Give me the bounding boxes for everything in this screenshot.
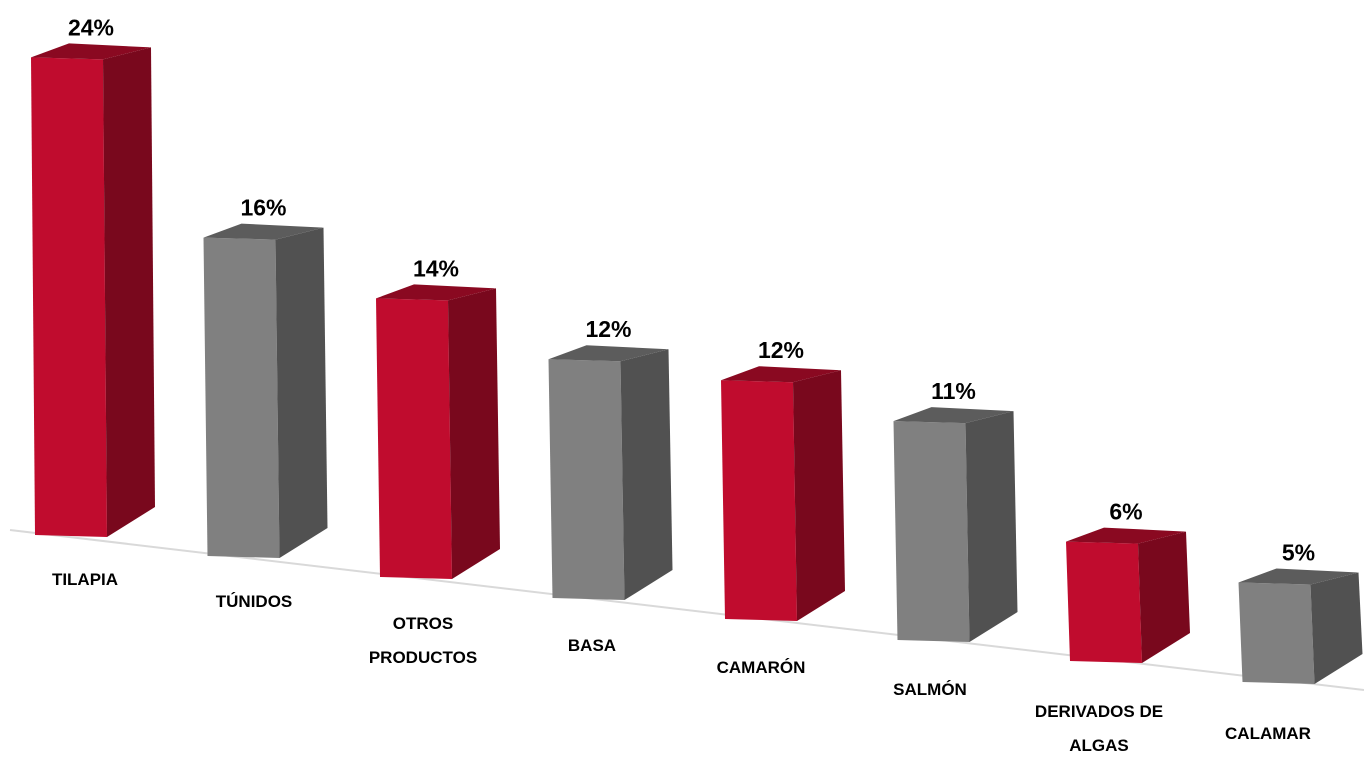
value-label: 24% bbox=[68, 14, 114, 40]
bar-side bbox=[103, 47, 155, 538]
category-label: OTROS PRODUCTOS bbox=[368, 614, 478, 667]
category-label: CAMARÓN bbox=[716, 658, 806, 677]
category-label: DERIVADOS DE ALGAS bbox=[1034, 702, 1164, 755]
value-label: 14% bbox=[413, 255, 459, 281]
bar-side bbox=[275, 227, 328, 558]
bar-top bbox=[203, 223, 324, 240]
bar-top bbox=[1066, 527, 1186, 544]
bar-front bbox=[1066, 541, 1142, 663]
bar-front bbox=[721, 380, 797, 621]
bar-front bbox=[376, 298, 452, 579]
bar-front bbox=[31, 57, 107, 538]
value-label: 6% bbox=[1109, 499, 1142, 525]
bar-front bbox=[1238, 582, 1315, 684]
bar-front bbox=[893, 421, 970, 642]
value-label: 12% bbox=[585, 316, 631, 342]
value-label: 11% bbox=[931, 378, 976, 404]
value-label: 16% bbox=[240, 195, 286, 221]
category-label: CALAMAR bbox=[1225, 724, 1311, 743]
bar-side bbox=[965, 411, 1018, 642]
bar-top bbox=[31, 43, 151, 60]
bar-top bbox=[548, 345, 669, 362]
category-label: TÚNIDOS bbox=[215, 592, 293, 611]
bar-side bbox=[1138, 531, 1190, 663]
bar-top bbox=[893, 407, 1014, 424]
bar-front bbox=[548, 359, 625, 600]
bar-side bbox=[793, 370, 845, 621]
category-label: BASA bbox=[567, 636, 617, 655]
bar-top bbox=[721, 366, 841, 383]
category-label: TILAPIA bbox=[51, 570, 119, 589]
value-label: 12% bbox=[758, 337, 804, 363]
bar-top bbox=[376, 284, 496, 301]
bar-side bbox=[448, 288, 500, 579]
category-label: SALMÓN bbox=[893, 680, 967, 699]
value-label: 5% bbox=[1282, 540, 1315, 566]
bar-side bbox=[1310, 572, 1363, 684]
bar-top bbox=[1238, 568, 1359, 585]
bar-side bbox=[620, 349, 673, 600]
bar-front bbox=[203, 237, 280, 558]
